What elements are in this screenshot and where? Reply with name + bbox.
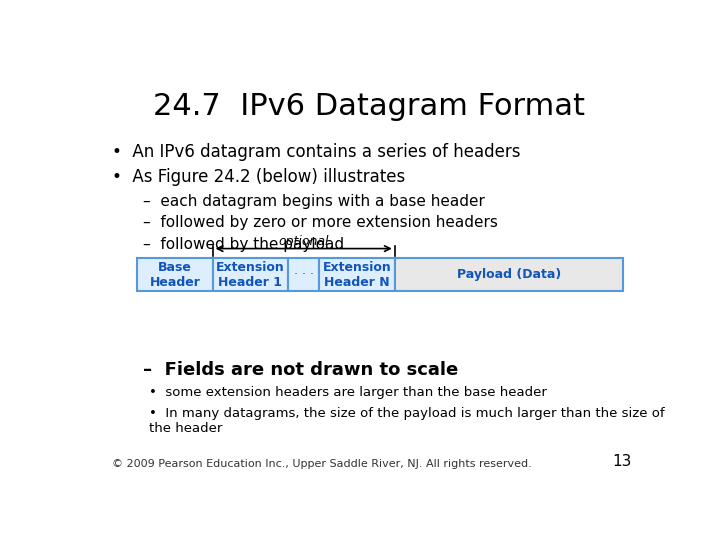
Bar — [212, 258, 288, 292]
Text: Extension
Header 1: Extension Header 1 — [216, 261, 284, 289]
Text: –  Fields are not drawn to scale: – Fields are not drawn to scale — [143, 361, 458, 379]
Text: •  As Figure 24.2 (below) illustrates: • As Figure 24.2 (below) illustrates — [112, 168, 405, 186]
Text: –  followed by the payload: – followed by the payload — [143, 238, 344, 252]
Text: optional: optional — [279, 235, 329, 248]
Bar — [320, 258, 395, 292]
Bar — [288, 258, 320, 292]
Text: © 2009 Pearson Education Inc., Upper Saddle River, NJ. All rights reserved.: © 2009 Pearson Education Inc., Upper Sad… — [112, 459, 532, 469]
Bar — [395, 258, 623, 292]
Text: •  some extension headers are larger than the base header: • some extension headers are larger than… — [148, 386, 546, 399]
Text: 13: 13 — [612, 454, 631, 469]
Text: –  each datagram begins with a base header: – each datagram begins with a base heade… — [143, 194, 485, 208]
Text: –  followed by zero or more extension headers: – followed by zero or more extension hea… — [143, 215, 498, 231]
Text: Extension
Header N: Extension Header N — [323, 261, 392, 289]
Text: · · ·: · · · — [294, 268, 314, 281]
Text: Base
Header: Base Header — [150, 261, 200, 289]
Bar — [138, 258, 212, 292]
Text: •  An IPv6 datagram contains a series of headers: • An IPv6 datagram contains a series of … — [112, 143, 521, 161]
Text: 24.7  IPv6 Datagram Format: 24.7 IPv6 Datagram Format — [153, 92, 585, 121]
Text: •  In many datagrams, the size of the payload is much larger than the size of
th: • In many datagrams, the size of the pay… — [148, 407, 665, 435]
Text: Payload (Data): Payload (Data) — [456, 268, 561, 281]
